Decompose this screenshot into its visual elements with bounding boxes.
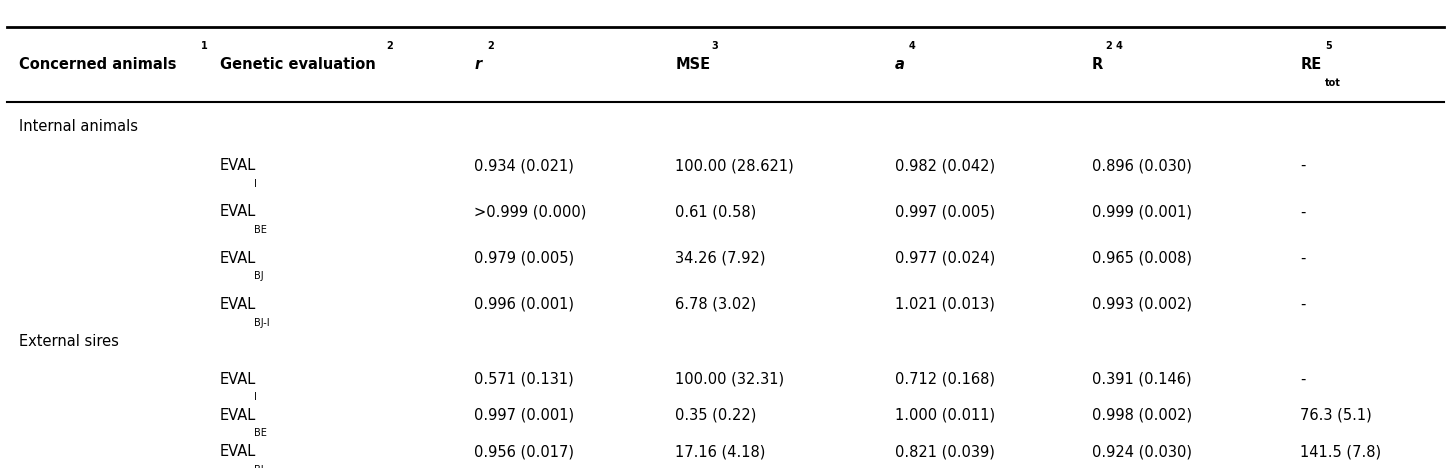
Text: 1.000 (0.011): 1.000 (0.011) bbox=[896, 408, 996, 423]
Text: 0.996 (0.001): 0.996 (0.001) bbox=[475, 297, 574, 312]
Text: Internal animals: Internal animals bbox=[19, 118, 137, 134]
Text: -: - bbox=[1301, 205, 1305, 219]
Text: 0.924 (0.030): 0.924 (0.030) bbox=[1092, 444, 1192, 459]
Text: EVAL: EVAL bbox=[220, 444, 256, 459]
Text: 0.997 (0.005): 0.997 (0.005) bbox=[896, 205, 996, 219]
Text: 0.571 (0.131): 0.571 (0.131) bbox=[475, 372, 574, 387]
Text: EVAL: EVAL bbox=[220, 372, 256, 387]
Text: 0.391 (0.146): 0.391 (0.146) bbox=[1092, 372, 1192, 387]
Text: >0.999 (0.000): >0.999 (0.000) bbox=[475, 205, 586, 219]
Text: I: I bbox=[255, 392, 258, 402]
Text: 141.5 (7.8): 141.5 (7.8) bbox=[1301, 444, 1382, 459]
Text: 2: 2 bbox=[386, 41, 394, 51]
Text: 17.16 (4.18): 17.16 (4.18) bbox=[676, 444, 765, 459]
Text: 0.993 (0.002): 0.993 (0.002) bbox=[1092, 297, 1192, 312]
Text: EVAL: EVAL bbox=[220, 250, 256, 266]
Text: 1: 1 bbox=[201, 41, 208, 51]
Text: 0.934 (0.021): 0.934 (0.021) bbox=[475, 158, 574, 173]
Text: EVAL: EVAL bbox=[220, 408, 256, 423]
Text: 0.712 (0.168): 0.712 (0.168) bbox=[896, 372, 996, 387]
Text: RE: RE bbox=[1301, 57, 1321, 72]
Text: 34.26 (7.92): 34.26 (7.92) bbox=[676, 250, 765, 266]
Text: -: - bbox=[1301, 372, 1305, 387]
Text: BE: BE bbox=[255, 428, 268, 439]
Text: Concerned animals: Concerned animals bbox=[19, 57, 177, 72]
Text: tot: tot bbox=[1325, 78, 1341, 88]
Text: 5: 5 bbox=[1325, 41, 1331, 51]
Text: 0.965 (0.008): 0.965 (0.008) bbox=[1092, 250, 1192, 266]
Text: Genetic evaluation: Genetic evaluation bbox=[220, 57, 376, 72]
Text: 76.3 (5.1): 76.3 (5.1) bbox=[1301, 408, 1372, 423]
Text: a: a bbox=[896, 57, 904, 72]
Text: 0.35 (0.22): 0.35 (0.22) bbox=[676, 408, 757, 423]
Text: 6.78 (3.02): 6.78 (3.02) bbox=[676, 297, 757, 312]
Text: EVAL: EVAL bbox=[220, 205, 256, 219]
Text: BJ: BJ bbox=[255, 271, 263, 281]
Text: I: I bbox=[255, 179, 258, 189]
Text: EVAL: EVAL bbox=[220, 297, 256, 312]
Text: 0.997 (0.001): 0.997 (0.001) bbox=[475, 408, 574, 423]
Text: 0.982 (0.042): 0.982 (0.042) bbox=[896, 158, 996, 173]
Text: BJ: BJ bbox=[255, 465, 263, 468]
Text: 0.998 (0.002): 0.998 (0.002) bbox=[1092, 408, 1192, 423]
Text: 100.00 (28.621): 100.00 (28.621) bbox=[676, 158, 794, 173]
Text: 4: 4 bbox=[909, 41, 915, 51]
Text: R: R bbox=[1092, 57, 1103, 72]
Text: 3: 3 bbox=[712, 41, 718, 51]
Text: External sires: External sires bbox=[19, 334, 119, 349]
Text: -: - bbox=[1301, 158, 1305, 173]
Text: -: - bbox=[1301, 250, 1305, 266]
Text: 0.979 (0.005): 0.979 (0.005) bbox=[475, 250, 574, 266]
Text: 0.896 (0.030): 0.896 (0.030) bbox=[1092, 158, 1192, 173]
Text: r: r bbox=[475, 57, 482, 72]
Text: 0.61 (0.58): 0.61 (0.58) bbox=[676, 205, 757, 219]
Text: BJ-I: BJ-I bbox=[255, 317, 271, 328]
Text: -: - bbox=[1301, 297, 1305, 312]
Text: 2: 2 bbox=[488, 41, 493, 51]
Text: 1.021 (0.013): 1.021 (0.013) bbox=[896, 297, 996, 312]
Text: 100.00 (32.31): 100.00 (32.31) bbox=[676, 372, 784, 387]
Text: MSE: MSE bbox=[676, 57, 710, 72]
Text: EVAL: EVAL bbox=[220, 158, 256, 173]
Text: 2 4: 2 4 bbox=[1107, 41, 1123, 51]
Text: 0.977 (0.024): 0.977 (0.024) bbox=[896, 250, 996, 266]
Text: 0.956 (0.017): 0.956 (0.017) bbox=[475, 444, 574, 459]
Text: BE: BE bbox=[255, 225, 268, 235]
Text: 0.999 (0.001): 0.999 (0.001) bbox=[1092, 205, 1192, 219]
Text: 0.821 (0.039): 0.821 (0.039) bbox=[896, 444, 996, 459]
